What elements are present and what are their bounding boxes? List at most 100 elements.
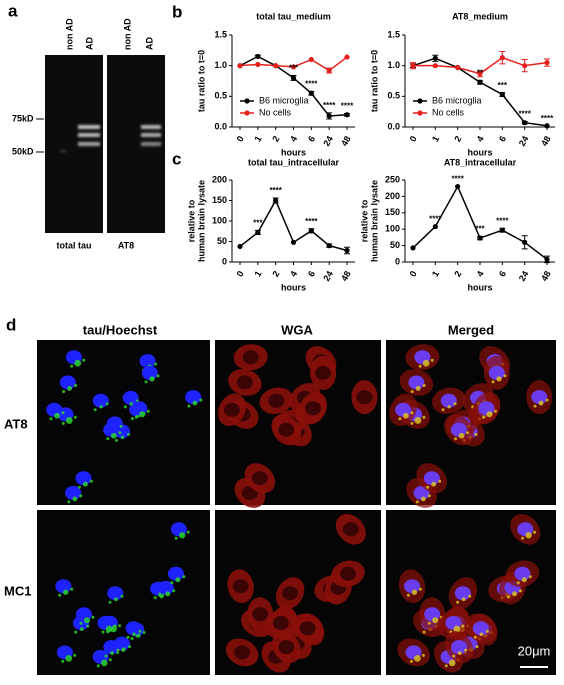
legend-label: No cells [432, 107, 465, 117]
nucleus [454, 586, 471, 601]
nucleus [59, 375, 76, 390]
tau-puncta [101, 630, 105, 634]
data-point [432, 55, 438, 61]
y-axis-label: tau ratio to t=0 [196, 50, 206, 112]
x-tick-label: 48 [539, 269, 553, 283]
x-tick-label: 0 [235, 269, 246, 278]
tau-puncta [134, 415, 138, 419]
tau-puncta [444, 664, 448, 668]
tau-puncta [61, 411, 65, 415]
chart-title: total tau_intracellular [248, 157, 340, 167]
data-point [290, 64, 297, 70]
tau-puncta [67, 386, 73, 391]
tau-puncta [453, 402, 457, 406]
x-tick-label: 1 [252, 134, 263, 143]
tau-puncta [521, 577, 527, 583]
tau-puncta [458, 432, 465, 439]
tau-puncta [426, 485, 430, 489]
tau-puncta [110, 651, 114, 655]
cell-nucleus-dark [268, 393, 285, 408]
data-point [544, 123, 550, 129]
cell-nucleus-dark [251, 471, 268, 486]
tau-puncta [479, 632, 484, 637]
tau-puncta [146, 409, 150, 413]
y-tick-label: 0 [222, 256, 227, 266]
tau-puncta [461, 624, 465, 628]
x-tick-label: 1 [430, 269, 441, 278]
tau-puncta [421, 653, 425, 657]
y-tick-label: 100 [385, 224, 400, 234]
tau-puncta [485, 629, 489, 633]
x-tick-label: 24 [321, 269, 335, 283]
legend-label: No cells [259, 107, 292, 117]
tau-puncta [79, 621, 83, 625]
data-point [308, 228, 314, 234]
lane-label: AD [84, 37, 94, 50]
nucleus [423, 471, 440, 486]
cell-nucleus-dark [278, 640, 295, 655]
x-tick-label: 48 [339, 134, 353, 148]
tau-puncta [403, 412, 409, 419]
tau-puncta [160, 595, 164, 599]
tau-puncta [74, 359, 82, 367]
tau-puncta [120, 435, 125, 440]
tau-puncta [89, 479, 93, 483]
x-axis-label: hours [467, 282, 492, 292]
cell-nucleus-dark [242, 350, 259, 365]
y-tick-label: 250 [385, 174, 400, 184]
tau-puncta [106, 437, 110, 441]
tau-puncta [418, 587, 422, 591]
tau-puncta [108, 658, 112, 662]
tau-puncta [538, 400, 544, 406]
x-tick-label: 4 [475, 134, 486, 143]
x-tick-label: 2 [452, 269, 463, 278]
cell-nucleus-dark [234, 645, 251, 660]
blot-title: AT8 [118, 240, 134, 250]
data-point [432, 63, 438, 69]
tau-puncta [154, 362, 158, 366]
tau-puncta [493, 409, 497, 413]
tau-puncta [518, 589, 522, 593]
tau-puncta [118, 431, 122, 435]
data-point [308, 56, 314, 63]
chart-title: AT8_medium [452, 11, 508, 21]
nucleus [514, 566, 531, 581]
data-point [237, 63, 243, 69]
tau-puncta [431, 481, 437, 487]
tau-puncta [186, 530, 190, 534]
data-point [255, 53, 261, 60]
data-point [432, 223, 438, 230]
cell-nucleus-dark [356, 390, 373, 405]
nucleus [408, 375, 425, 390]
tau-puncta [86, 624, 90, 628]
y-axis-label: relative to [359, 199, 369, 242]
legend-label: B6 microglia [259, 95, 309, 105]
row-header: MC1 [4, 583, 31, 598]
tau-puncta [441, 408, 445, 412]
significance-label: **** [429, 215, 442, 224]
tau-puncta [65, 654, 73, 662]
tau-puncta [453, 625, 461, 633]
tau-puncta [93, 408, 97, 412]
row-header: AT8 [4, 416, 28, 431]
y-tick-label: 150 [212, 195, 227, 205]
tau-puncta [99, 405, 103, 409]
y-tick-label: 200 [385, 191, 400, 201]
tau-puncta [126, 432, 130, 436]
tau-puncta [82, 481, 88, 487]
tau-puncta [525, 532, 532, 539]
tau-puncta [503, 374, 507, 378]
nucleus [395, 402, 412, 417]
tau-puncta [406, 593, 410, 597]
chart: AT8_intracellular 0 50 100 150 200 250 relative… [359, 157, 555, 292]
y-tick-label: 150 [385, 207, 400, 217]
nucleus [451, 640, 468, 655]
significance-label: **** [341, 102, 354, 111]
tau-puncta [73, 653, 77, 657]
tau-puncta [63, 589, 69, 595]
nucleus [440, 393, 457, 408]
data-point [326, 113, 332, 119]
tau-puncta [475, 645, 479, 649]
marker-label: 75kD [12, 113, 34, 123]
